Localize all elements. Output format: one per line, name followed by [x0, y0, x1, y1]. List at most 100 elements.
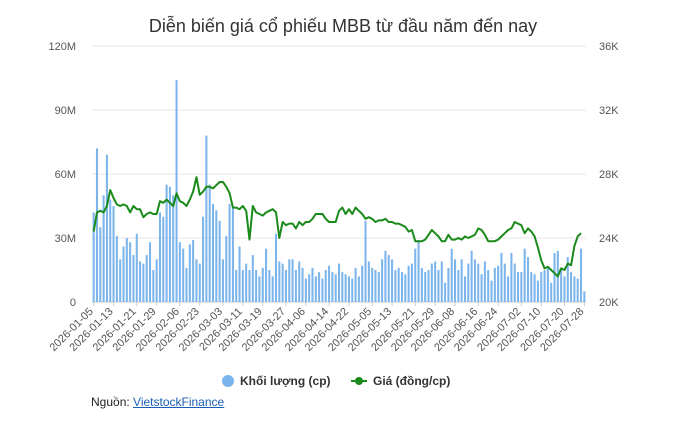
volume-bar — [510, 252, 513, 302]
volume-bar — [470, 250, 473, 302]
volume-bar — [410, 263, 413, 302]
left-axis-labels: 0 30M 60M 90M 120M — [48, 41, 76, 309]
chart-title: Diễn biến giá cổ phiếu MBB từ đầu năm đế… — [149, 15, 537, 36]
volume-bar — [195, 259, 198, 302]
volume-bar — [507, 276, 510, 302]
volume-bar — [361, 265, 364, 302]
volume-bar — [354, 267, 357, 302]
volume-bar — [205, 135, 208, 302]
volume-bar — [301, 267, 304, 302]
volume-bar — [570, 272, 573, 302]
y-left-tick-label: 60M — [55, 169, 76, 181]
volume-bar — [304, 278, 307, 302]
legend: Khối lượng (cp) Giá (đồng/cp) — [222, 374, 450, 388]
volume-bar — [530, 272, 533, 302]
volume-bar — [344, 274, 347, 302]
volume-bar — [533, 274, 536, 302]
volume-bar — [328, 265, 331, 302]
volume-bar — [417, 240, 420, 302]
legend-item-price[interactable]: Giá (đồng/cp) — [351, 374, 450, 388]
volume-bar — [321, 278, 324, 302]
legend-volume-label: Khối lượng (cp) — [240, 374, 331, 388]
volume-bar — [145, 255, 148, 302]
source-link[interactable]: VietstockFinance — [133, 395, 225, 409]
volume-bar — [268, 270, 271, 302]
volume-bar — [536, 280, 539, 302]
volume-bar — [460, 259, 463, 302]
y-left-tick-label: 0 — [70, 297, 76, 309]
volume-bar — [493, 267, 496, 302]
volume-bar — [231, 208, 234, 302]
volume-bar — [573, 276, 576, 302]
volume-bar — [182, 248, 185, 302]
volume-bar — [198, 263, 201, 302]
volume-bar — [298, 261, 301, 302]
volume-bar — [503, 263, 506, 302]
volume-bar — [132, 255, 135, 302]
volume-bar — [427, 270, 430, 302]
volume-bar — [119, 259, 122, 302]
volume-bar — [334, 274, 337, 302]
volume-bar — [391, 259, 394, 302]
volume-bar — [341, 272, 344, 302]
volume-bar — [517, 272, 520, 302]
volume-bar — [387, 255, 390, 302]
y-right-tick-label: 36K — [599, 41, 619, 53]
volume-bar — [543, 270, 546, 302]
volume-bar — [308, 274, 311, 302]
volume-bar — [318, 272, 321, 302]
volume-bar — [450, 248, 453, 302]
volume-bar — [162, 216, 165, 302]
volume-bar — [185, 267, 188, 302]
volume-bar — [208, 184, 211, 302]
legend-volume-marker — [222, 375, 234, 387]
volume-bar — [238, 246, 241, 302]
volume-bar — [255, 270, 258, 302]
volume-bar — [576, 278, 579, 302]
legend-price-label: Giá (đồng/cp) — [373, 374, 450, 388]
volume-bar — [367, 261, 370, 302]
volume-bar — [414, 248, 417, 302]
volume-bar — [364, 220, 367, 302]
volume-bar — [294, 270, 297, 302]
legend-item-volume[interactable]: Khối lượng (cp) — [222, 374, 331, 388]
price-line — [92, 176, 582, 278]
volume-bar — [374, 270, 377, 302]
volume-bar — [241, 270, 244, 302]
volume-bar — [261, 267, 264, 302]
volume-bar — [540, 272, 543, 302]
volume-bar — [480, 274, 483, 302]
volume-bar — [122, 246, 125, 302]
volume-bar — [168, 186, 171, 302]
volume-bar — [314, 276, 317, 302]
volume-bar — [178, 242, 181, 302]
volume-bar — [281, 263, 284, 302]
volume-bar — [129, 242, 132, 302]
right-axis-labels: 20K 24K 28K 32K 36K — [599, 41, 619, 309]
y-right-tick-label: 24K — [599, 233, 619, 245]
volume-bar — [430, 263, 433, 302]
volume-bar — [420, 267, 423, 302]
volume-bar — [265, 248, 268, 302]
volume-bar — [384, 250, 387, 302]
volume-bar — [463, 276, 467, 302]
volume-bar — [580, 248, 583, 302]
volume-bar — [172, 195, 175, 302]
volume-bar — [440, 261, 443, 302]
x-axis-labels: 2026-01-052026-01-132026-01-212026-01-29… — [47, 302, 586, 354]
volume-bar — [490, 280, 493, 302]
volume-bar — [437, 270, 440, 302]
volume-bar — [566, 257, 569, 302]
volume-bar — [251, 255, 254, 302]
volume-bar — [228, 203, 231, 302]
volume-bar — [202, 216, 205, 302]
volume-bar — [394, 270, 397, 302]
volume-bar — [520, 272, 523, 302]
gridlines — [92, 45, 586, 303]
volume-bar — [357, 276, 360, 302]
volume-bar — [513, 263, 516, 302]
volume-bar — [221, 259, 224, 302]
volume-bar — [278, 261, 281, 302]
